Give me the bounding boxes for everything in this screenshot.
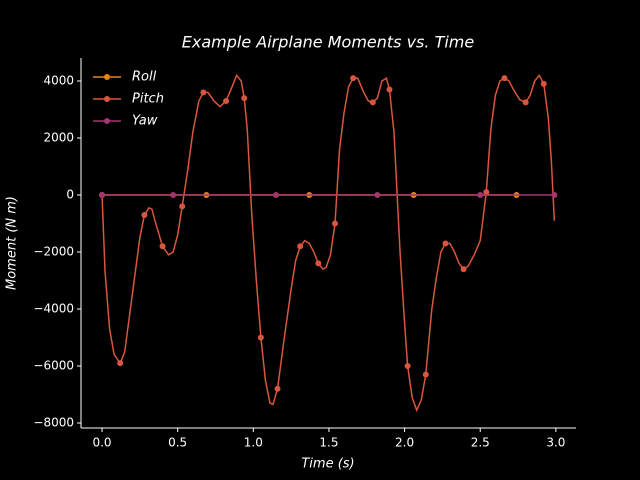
legend-marker <box>104 74 110 80</box>
data-point <box>273 192 280 199</box>
data-point <box>369 99 376 106</box>
data-point <box>350 75 357 82</box>
x-tick-label: 1.5 <box>319 436 338 450</box>
y-axis-label: Moment (N m) <box>5 196 20 290</box>
chart-title: Example Airplane Moments vs. Time <box>182 33 475 52</box>
y-tick-label: −8000 <box>33 416 74 430</box>
legend-label: Pitch <box>132 92 164 107</box>
data-point <box>141 211 148 218</box>
x-axis-label: Time (s) <box>301 457 354 472</box>
data-point <box>179 203 186 210</box>
legend-label: Yaw <box>132 114 158 129</box>
legend-marker <box>104 118 110 124</box>
legend-marker <box>104 96 110 102</box>
data-point <box>297 243 304 250</box>
data-point <box>315 260 322 267</box>
legend-label: Roll <box>132 70 157 85</box>
data-point <box>477 192 484 199</box>
data-point <box>386 86 393 93</box>
y-tick-label: −2000 <box>33 245 74 259</box>
x-tick-label: 3.0 <box>546 436 565 450</box>
data-point <box>374 192 381 199</box>
x-tick-label: 0.5 <box>168 436 187 450</box>
x-tick-label: 0.0 <box>92 436 111 450</box>
data-point <box>460 266 467 273</box>
data-point <box>501 75 508 82</box>
data-point <box>159 243 166 250</box>
data-point <box>241 95 248 102</box>
data-point <box>522 99 529 106</box>
data-point <box>223 97 230 104</box>
x-tick-label: 2.0 <box>395 436 414 450</box>
data-point <box>170 192 177 199</box>
data-point <box>442 240 449 247</box>
data-point <box>483 189 490 196</box>
data-point <box>404 363 411 370</box>
y-tick-label: −6000 <box>33 359 74 373</box>
data-point <box>99 192 106 199</box>
data-point <box>332 220 339 227</box>
x-tick-label: 2.5 <box>471 436 490 450</box>
y-tick-label: 4000 <box>43 74 74 88</box>
data-point <box>200 89 207 96</box>
series-line <box>101 73 556 413</box>
data-point <box>117 360 124 367</box>
data-point <box>257 334 264 341</box>
y-tick-label: −4000 <box>33 302 74 316</box>
y-tick-label: 0 <box>66 188 74 202</box>
y-tick-label: 2000 <box>43 131 74 145</box>
data-point <box>540 80 547 87</box>
data-point <box>274 385 281 392</box>
data-point <box>422 371 429 378</box>
data-point <box>551 192 558 199</box>
x-tick-label: 1.0 <box>244 436 263 450</box>
